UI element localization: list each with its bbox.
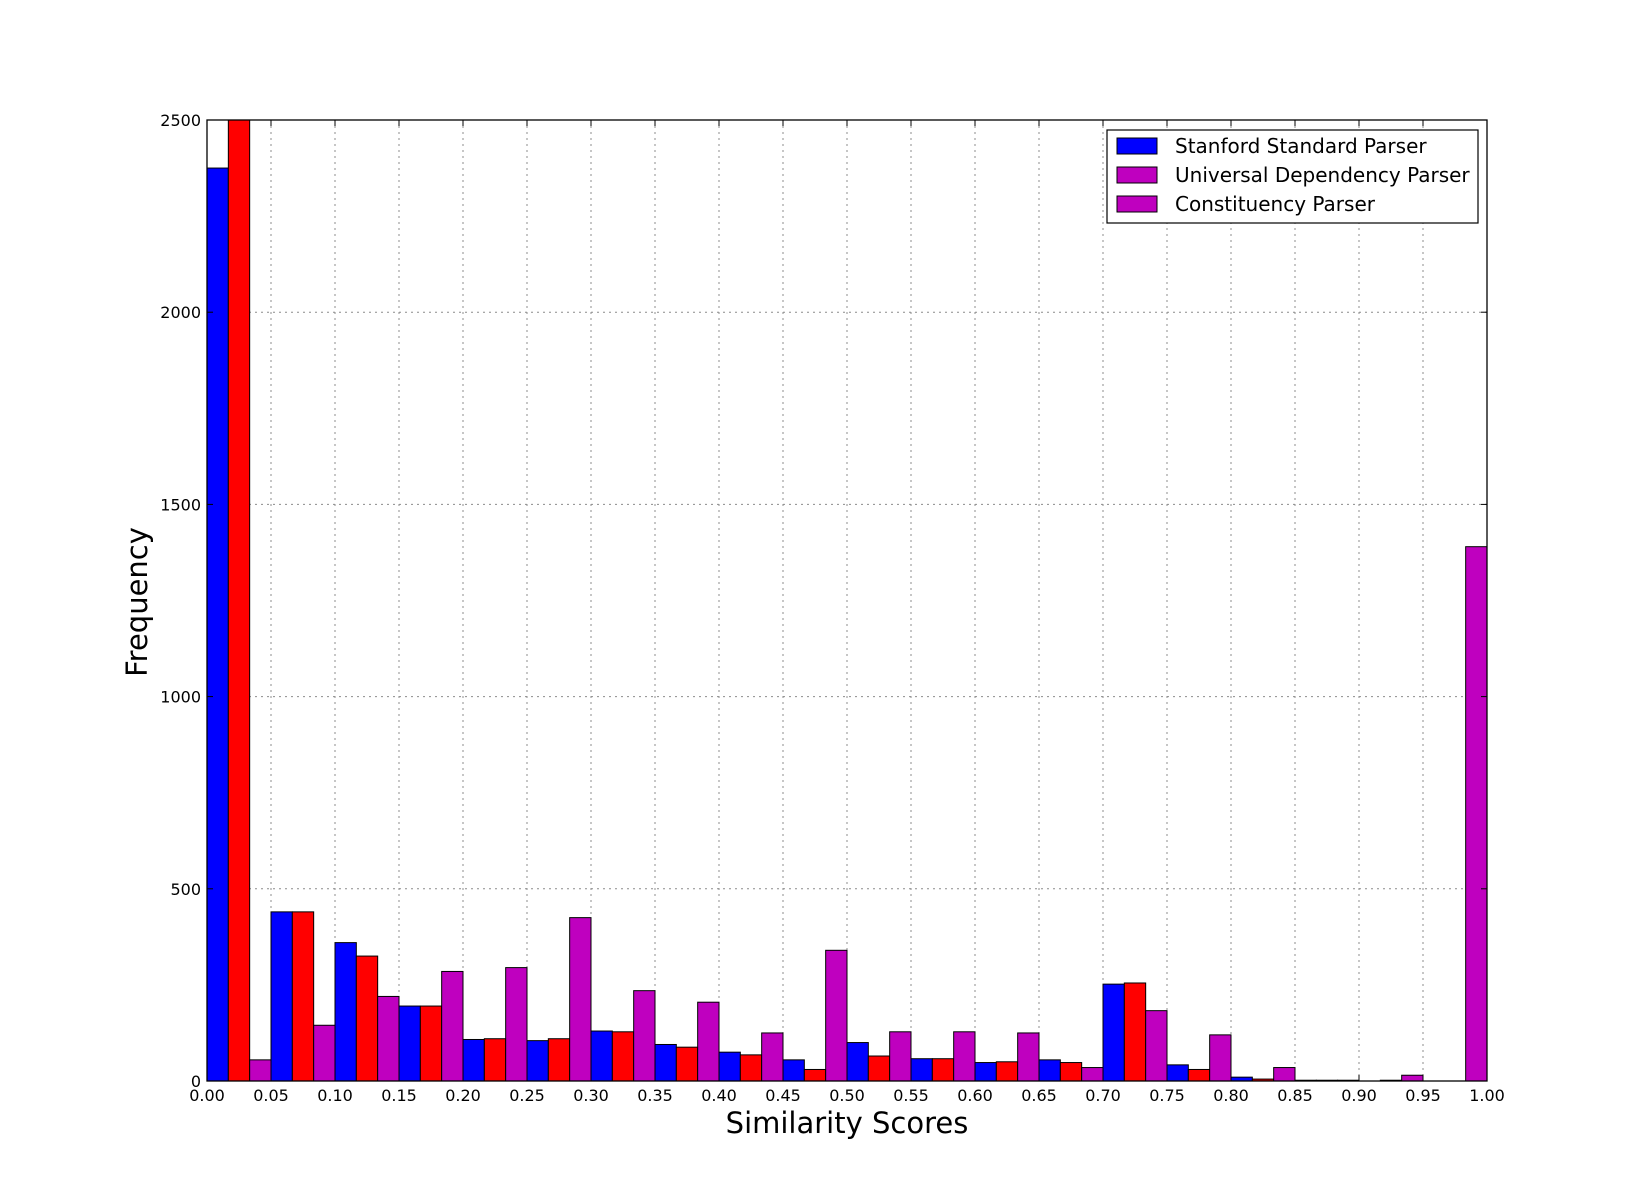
legend-swatch (1116, 137, 1158, 155)
bar (889, 1031, 912, 1082)
x-tick-label: 0.70 (1085, 1086, 1121, 1105)
bar (227, 119, 251, 1082)
bar (1273, 1067, 1296, 1082)
x-tick-label: 0.20 (445, 1086, 481, 1105)
bar (931, 1058, 955, 1082)
ticks (206, 119, 1488, 1082)
bar (569, 917, 592, 1082)
bar (249, 1059, 272, 1082)
bar (697, 1001, 720, 1082)
legend-label: Stanford Standard Parser (1175, 134, 1427, 158)
legend-box (1106, 129, 1479, 224)
bar (1123, 982, 1147, 1082)
bar (910, 1058, 933, 1082)
bar (633, 990, 656, 1082)
bar (867, 1055, 891, 1082)
bar (739, 1054, 763, 1082)
grid (207, 120, 1487, 1081)
x-tick-label: 0.80 (1213, 1086, 1249, 1105)
x-tick-label: 0.00 (189, 1086, 225, 1105)
bar (846, 1042, 869, 1082)
y-axis-title: Frequency (120, 527, 154, 677)
bar (995, 1061, 1019, 1082)
legend-label: Universal Dependency Parser (1175, 163, 1470, 187)
y-tick-label: 0 (191, 1072, 201, 1091)
bar (1081, 1067, 1104, 1082)
bar (675, 1046, 699, 1082)
y-tick-label: 500 (170, 880, 201, 899)
bar (377, 995, 400, 1082)
y-tick-label: 1500 (160, 495, 201, 514)
x-tick-label: 0.40 (701, 1086, 737, 1105)
x-tick-label: 0.85 (1277, 1086, 1313, 1105)
x-tick-label: 0.10 (317, 1086, 353, 1105)
bar (1401, 1074, 1424, 1082)
bar (547, 1038, 571, 1082)
x-tick-label: 0.60 (957, 1086, 993, 1105)
bar (206, 167, 229, 1082)
bar (590, 1030, 613, 1082)
legend-swatch (1116, 166, 1158, 184)
y-tick-label: 2500 (160, 111, 201, 130)
x-tick-label: 0.35 (637, 1086, 673, 1105)
bar (974, 1062, 997, 1082)
x-tick-label: 0.15 (381, 1086, 417, 1105)
x-tick-label: 0.30 (573, 1086, 609, 1105)
bar (291, 911, 315, 1082)
bar (313, 1024, 336, 1082)
bar (1145, 1010, 1168, 1082)
bar (611, 1031, 635, 1082)
x-tick-labels: 0.00 0.05 0.10 0.15 0.20 0.25 0.30 0.35 0.40 0.45… (189, 1086, 1505, 1105)
x-axis-title: Similarity Scores (726, 1106, 969, 1140)
bar (526, 1040, 549, 1082)
x-tick-label: 0.75 (1149, 1086, 1185, 1105)
bar (1465, 546, 1488, 1082)
bar (803, 1068, 827, 1082)
x-tick-label: 0.95 (1405, 1086, 1441, 1105)
bar (782, 1059, 805, 1082)
bar (505, 967, 528, 1082)
bar (462, 1038, 485, 1082)
bar (270, 911, 293, 1082)
bar (441, 970, 464, 1082)
bar (718, 1051, 741, 1082)
legend-swatch (1116, 195, 1158, 213)
x-tick-label: 0.65 (1021, 1086, 1057, 1105)
bar (1059, 1062, 1083, 1082)
y-tick-label: 1000 (160, 688, 201, 707)
x-tick-label: 0.55 (893, 1086, 929, 1105)
bar (1187, 1068, 1211, 1082)
bar (1038, 1059, 1061, 1082)
bar (953, 1031, 976, 1082)
x-tick-label: 0.05 (253, 1086, 289, 1105)
bar (334, 942, 357, 1082)
y-tick-label: 2000 (160, 303, 201, 322)
x-tick-label: 0.90 (1341, 1086, 1377, 1105)
y-tick-labels: 0 500 1000 1500 2000 2500 (160, 111, 201, 1091)
x-tick-label: 0.25 (509, 1086, 545, 1105)
bar (761, 1032, 784, 1082)
bar (1209, 1034, 1232, 1082)
legend-label: Constituency Parser (1175, 192, 1376, 216)
x-tick-label: 1.00 (1469, 1086, 1505, 1105)
bar (654, 1043, 677, 1082)
bar (1166, 1064, 1189, 1082)
x-tick-label: 0.50 (829, 1086, 865, 1105)
bar (1017, 1032, 1040, 1082)
bar (398, 1005, 421, 1082)
legend: Stanford Standard Parser Universal Depend… (1106, 129, 1479, 224)
bar (825, 949, 848, 1082)
bar (355, 955, 379, 1082)
bar (1102, 983, 1125, 1082)
legend-items: Stanford Standard Parser Universal Depend… (1116, 134, 1470, 216)
bar (419, 1005, 443, 1082)
bar (483, 1038, 507, 1082)
x-tick-label: 0.45 (765, 1086, 801, 1105)
